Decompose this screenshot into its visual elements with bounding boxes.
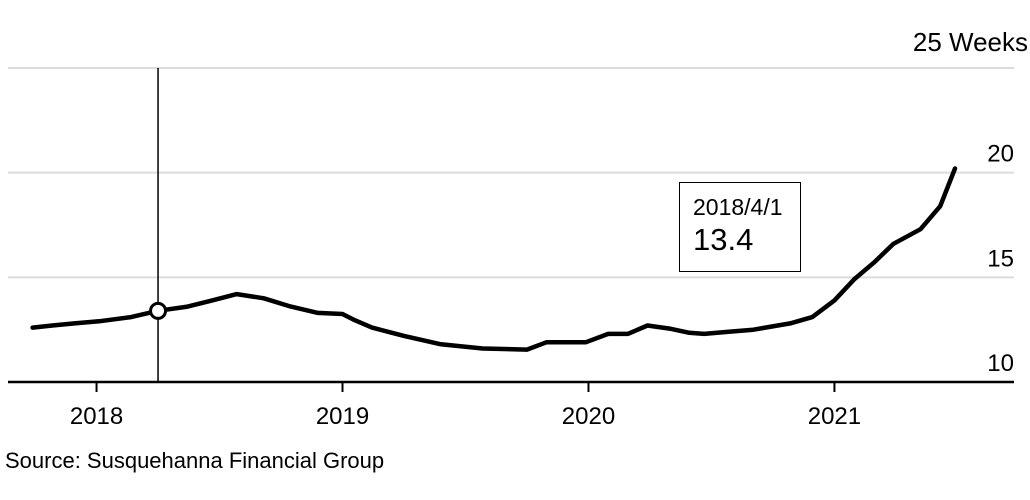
x-tick-label-2021: 2021 [808, 403, 861, 430]
tooltip-value-label: 13.4 [693, 222, 754, 258]
x-tick-label-2018: 2018 [70, 403, 123, 430]
tooltip-date-label: 2018/4/1 [693, 194, 783, 220]
x-tick-label-2020: 2020 [562, 403, 615, 430]
tooltip: 2018/4/1 13.4 [679, 182, 801, 272]
y-tick-label-20: 20 [987, 141, 1014, 168]
marker-point [149, 301, 168, 320]
y-tick-label-15: 15 [987, 245, 1014, 272]
source-label: Source: Susquehanna Financial Group [5, 448, 385, 473]
x-tick-label-2019: 2019 [316, 403, 369, 430]
y-tick-label-10: 10 [987, 350, 1014, 377]
y-axis-unit-label: 25 Weeks [912, 27, 1028, 57]
chart-plot-area[interactable]: 10 15 20 2018 2019 2020 2021 [0, 0, 1030, 440]
series-line [30, 166, 958, 352]
